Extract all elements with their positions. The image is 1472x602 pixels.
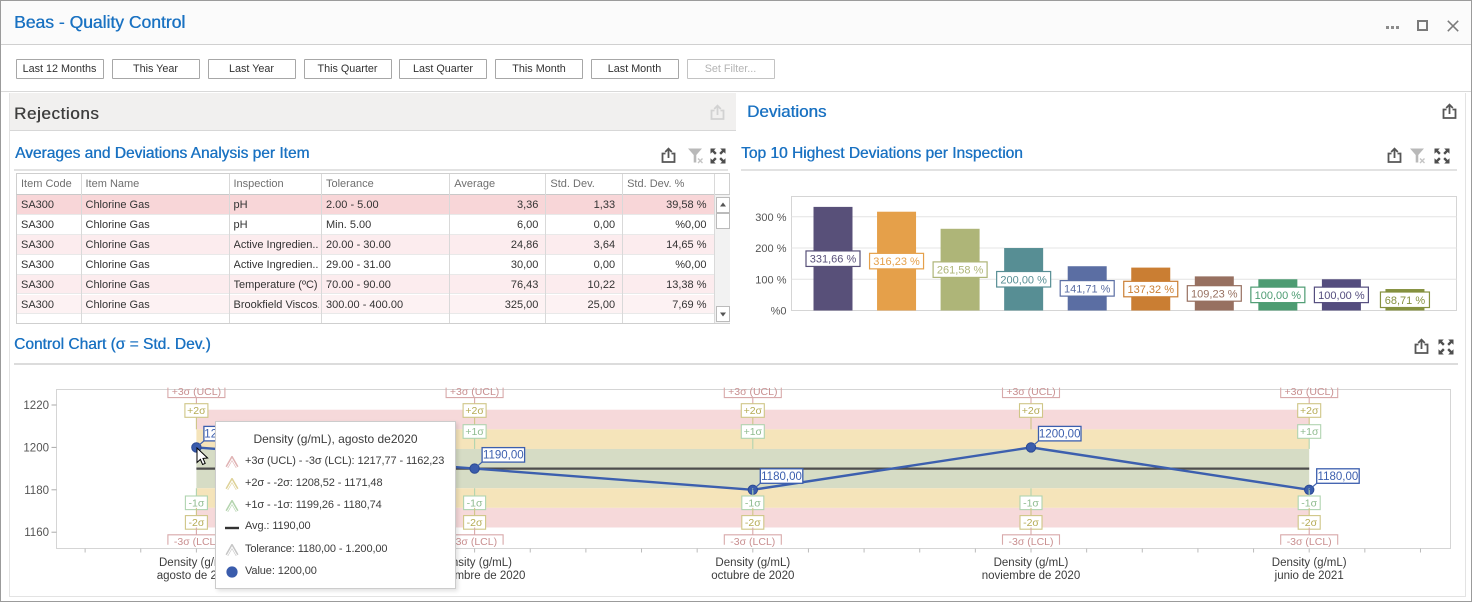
svg-text:%0: %0 (771, 306, 787, 318)
svg-text:1200,00: 1200,00 (1039, 428, 1081, 440)
svg-text:1160: 1160 (24, 527, 49, 539)
svg-text:261,58 %: 261,58 % (937, 265, 984, 277)
svg-text:+3σ (UCL): +3σ (UCL) (1006, 386, 1055, 398)
svg-text:1180,00: 1180,00 (761, 471, 802, 483)
svg-text:331,66 %: 331,66 % (810, 254, 857, 266)
svg-text:137,32 %: 137,32 % (1128, 284, 1175, 296)
svg-text:100,00 %: 100,00 % (1255, 290, 1302, 302)
svg-text:-1σ: -1σ (467, 497, 483, 509)
svg-text:-3σ (LCL): -3σ (LCL) (1287, 536, 1332, 548)
svg-text:+2σ: +2σ (1300, 405, 1319, 417)
svg-text:+3σ (UCL): +3σ (UCL) (450, 386, 499, 398)
svg-text:-2σ: -2σ (188, 517, 204, 529)
svg-text:1190,00: 1190,00 (483, 450, 524, 462)
svg-text:100,00 %: 100,00 % (1318, 290, 1365, 302)
svg-text:200 %: 200 % (755, 243, 786, 255)
svg-text:Density (g/mL): Density (g/mL) (715, 557, 790, 569)
svg-text:+3σ (UCL): +3σ (UCL) (1285, 386, 1334, 398)
svg-text:junio de 2021: junio de 2021 (1274, 570, 1344, 582)
svg-text:300 %: 300 % (755, 212, 786, 224)
svg-text:200,00 %: 200,00 % (1000, 274, 1047, 286)
svg-text:-1σ: -1σ (1301, 497, 1317, 509)
svg-text:-1σ: -1σ (1023, 497, 1039, 509)
svg-text:+3σ (UCL): +3σ (UCL) (172, 386, 221, 398)
svg-text:+2σ: +2σ (1022, 405, 1041, 417)
svg-text:octubre de 2020: octubre de 2020 (711, 570, 794, 582)
svg-text:-1σ: -1σ (188, 497, 204, 509)
svg-text:68,71 %: 68,71 % (1385, 295, 1426, 307)
svg-text:+1σ: +1σ (744, 426, 763, 438)
svg-text:noviembre de 2020: noviembre de 2020 (982, 570, 1080, 582)
svg-text:-2σ: -2σ (467, 517, 483, 529)
svg-text:-2σ: -2σ (1301, 517, 1317, 529)
svg-text:+1σ: +1σ (465, 426, 484, 438)
svg-text:1180: 1180 (24, 485, 49, 497)
svg-text:316,23 %: 316,23 % (873, 256, 920, 268)
svg-text:Density (g/mL): Density (g/mL) (994, 557, 1069, 569)
svg-text:+2σ: +2σ (744, 405, 763, 417)
svg-text:-3σ (LCL): -3σ (LCL) (730, 536, 775, 548)
svg-text:109,23 %: 109,23 % (1191, 288, 1238, 300)
svg-text:1180,00: 1180,00 (1318, 471, 1359, 483)
svg-text:100 %: 100 % (755, 274, 786, 286)
svg-text:-2σ: -2σ (745, 517, 761, 529)
svg-text:+1σ: +1σ (1300, 426, 1319, 438)
svg-text:+2σ: +2σ (465, 405, 484, 417)
svg-text:141,71 %: 141,71 % (1064, 283, 1111, 295)
svg-text:+3σ (UCL): +3σ (UCL) (728, 386, 777, 398)
svg-text:-3σ (LCL): -3σ (LCL) (452, 536, 497, 548)
svg-text:-2σ: -2σ (1023, 517, 1039, 529)
svg-text:-3σ (LCL): -3σ (LCL) (174, 536, 219, 548)
svg-text:1220: 1220 (23, 400, 49, 412)
svg-text:-3σ (LCL): -3σ (LCL) (1009, 536, 1054, 548)
svg-text:1200: 1200 (23, 442, 49, 454)
svg-text:-1σ: -1σ (745, 497, 761, 509)
svg-text:+2σ: +2σ (187, 405, 206, 417)
svg-text:Density (g/mL): Density (g/mL) (1272, 557, 1347, 569)
